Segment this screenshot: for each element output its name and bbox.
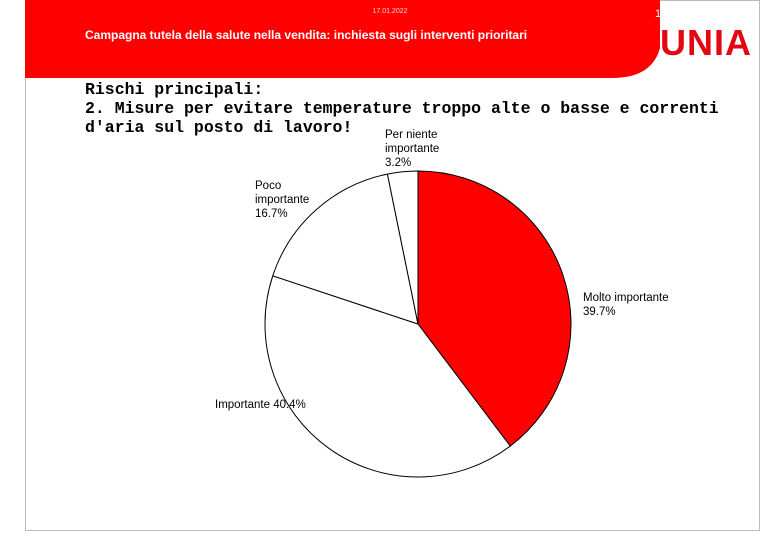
value-label: 16.7% [255, 208, 288, 220]
pie-slice [386, 170, 419, 325]
header-subtitle: Campagna tutela della salute nella vendi… [85, 28, 528, 42]
pie-slice [264, 275, 511, 478]
pie-slice [417, 170, 572, 447]
header-band [25, 0, 660, 78]
category-label: Per niente importante [385, 129, 440, 155]
slice-label: Poco importante 16.7% [255, 179, 330, 221]
slice-label: Per niente importante 3.2% [385, 128, 465, 170]
pie-slice [272, 173, 419, 325]
value-label: 39.7% [583, 306, 616, 318]
page-number: 16 [655, 8, 668, 20]
title-line: 2. Misure per evitare temperature troppo… [85, 99, 719, 137]
category-label: Importante [215, 399, 270, 411]
category-label: Molto importante [583, 292, 669, 304]
date: 17.01.2022 [372, 8, 408, 15]
value-label: 40.4% [273, 399, 306, 411]
pie [264, 170, 572, 478]
value-label: 3.2% [385, 157, 412, 169]
chart-title: Rischi principali: 2. Misure per evitare… [85, 80, 725, 137]
category-label: Poco importante [255, 180, 310, 206]
title-line: Rischi principali: [85, 80, 264, 99]
slice-label: Molto importante 39.7% [583, 291, 713, 319]
slice-label: Importante 40.4% [215, 398, 355, 412]
logo: UNIA [660, 22, 752, 63]
